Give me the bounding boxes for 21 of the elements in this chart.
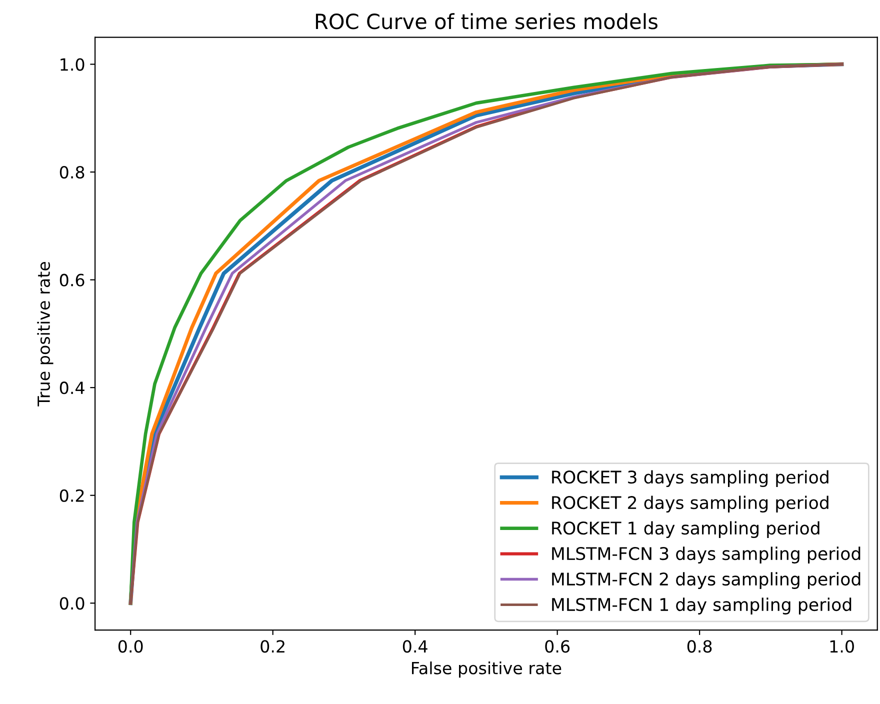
legend-label: ROCKET 3 days sampling period <box>552 470 828 488</box>
y-tick-label: 0.8 <box>60 166 84 179</box>
legend-label: ROCKET 2 days sampling period <box>552 496 828 513</box>
x-tick-label: 0.0 <box>118 640 143 653</box>
y-tick-label: 0.4 <box>60 382 84 394</box>
chart-title: ROC Curve of time series models <box>316 13 658 30</box>
y-tick-label: 1.0 <box>60 58 84 71</box>
x-axis-title: False positive rate <box>412 661 562 678</box>
legend-label: ROCKET 1 day sampling period <box>552 521 820 538</box>
y-tick-label: 0.6 <box>60 274 84 286</box>
x-tick-label: 1.0 <box>830 640 854 653</box>
y-axis-title: True positive rate <box>37 262 54 406</box>
x-tick-label: 0.6 <box>545 640 570 653</box>
y-tick-label: 0.2 <box>60 489 84 502</box>
legend-label: MLSTM-FCN 2 days sampling period <box>552 572 860 589</box>
legend-label: MLSTM-FCN 3 days sampling period <box>552 546 860 564</box>
y-tick-label: 0.0 <box>60 597 84 610</box>
x-tick-label: 0.8 <box>687 640 712 653</box>
x-tick-label: 0.2 <box>260 640 284 653</box>
x-tick-label: 0.4 <box>402 640 428 653</box>
legend-label: MLSTM-FCN 1 day sampling period <box>552 598 852 614</box>
